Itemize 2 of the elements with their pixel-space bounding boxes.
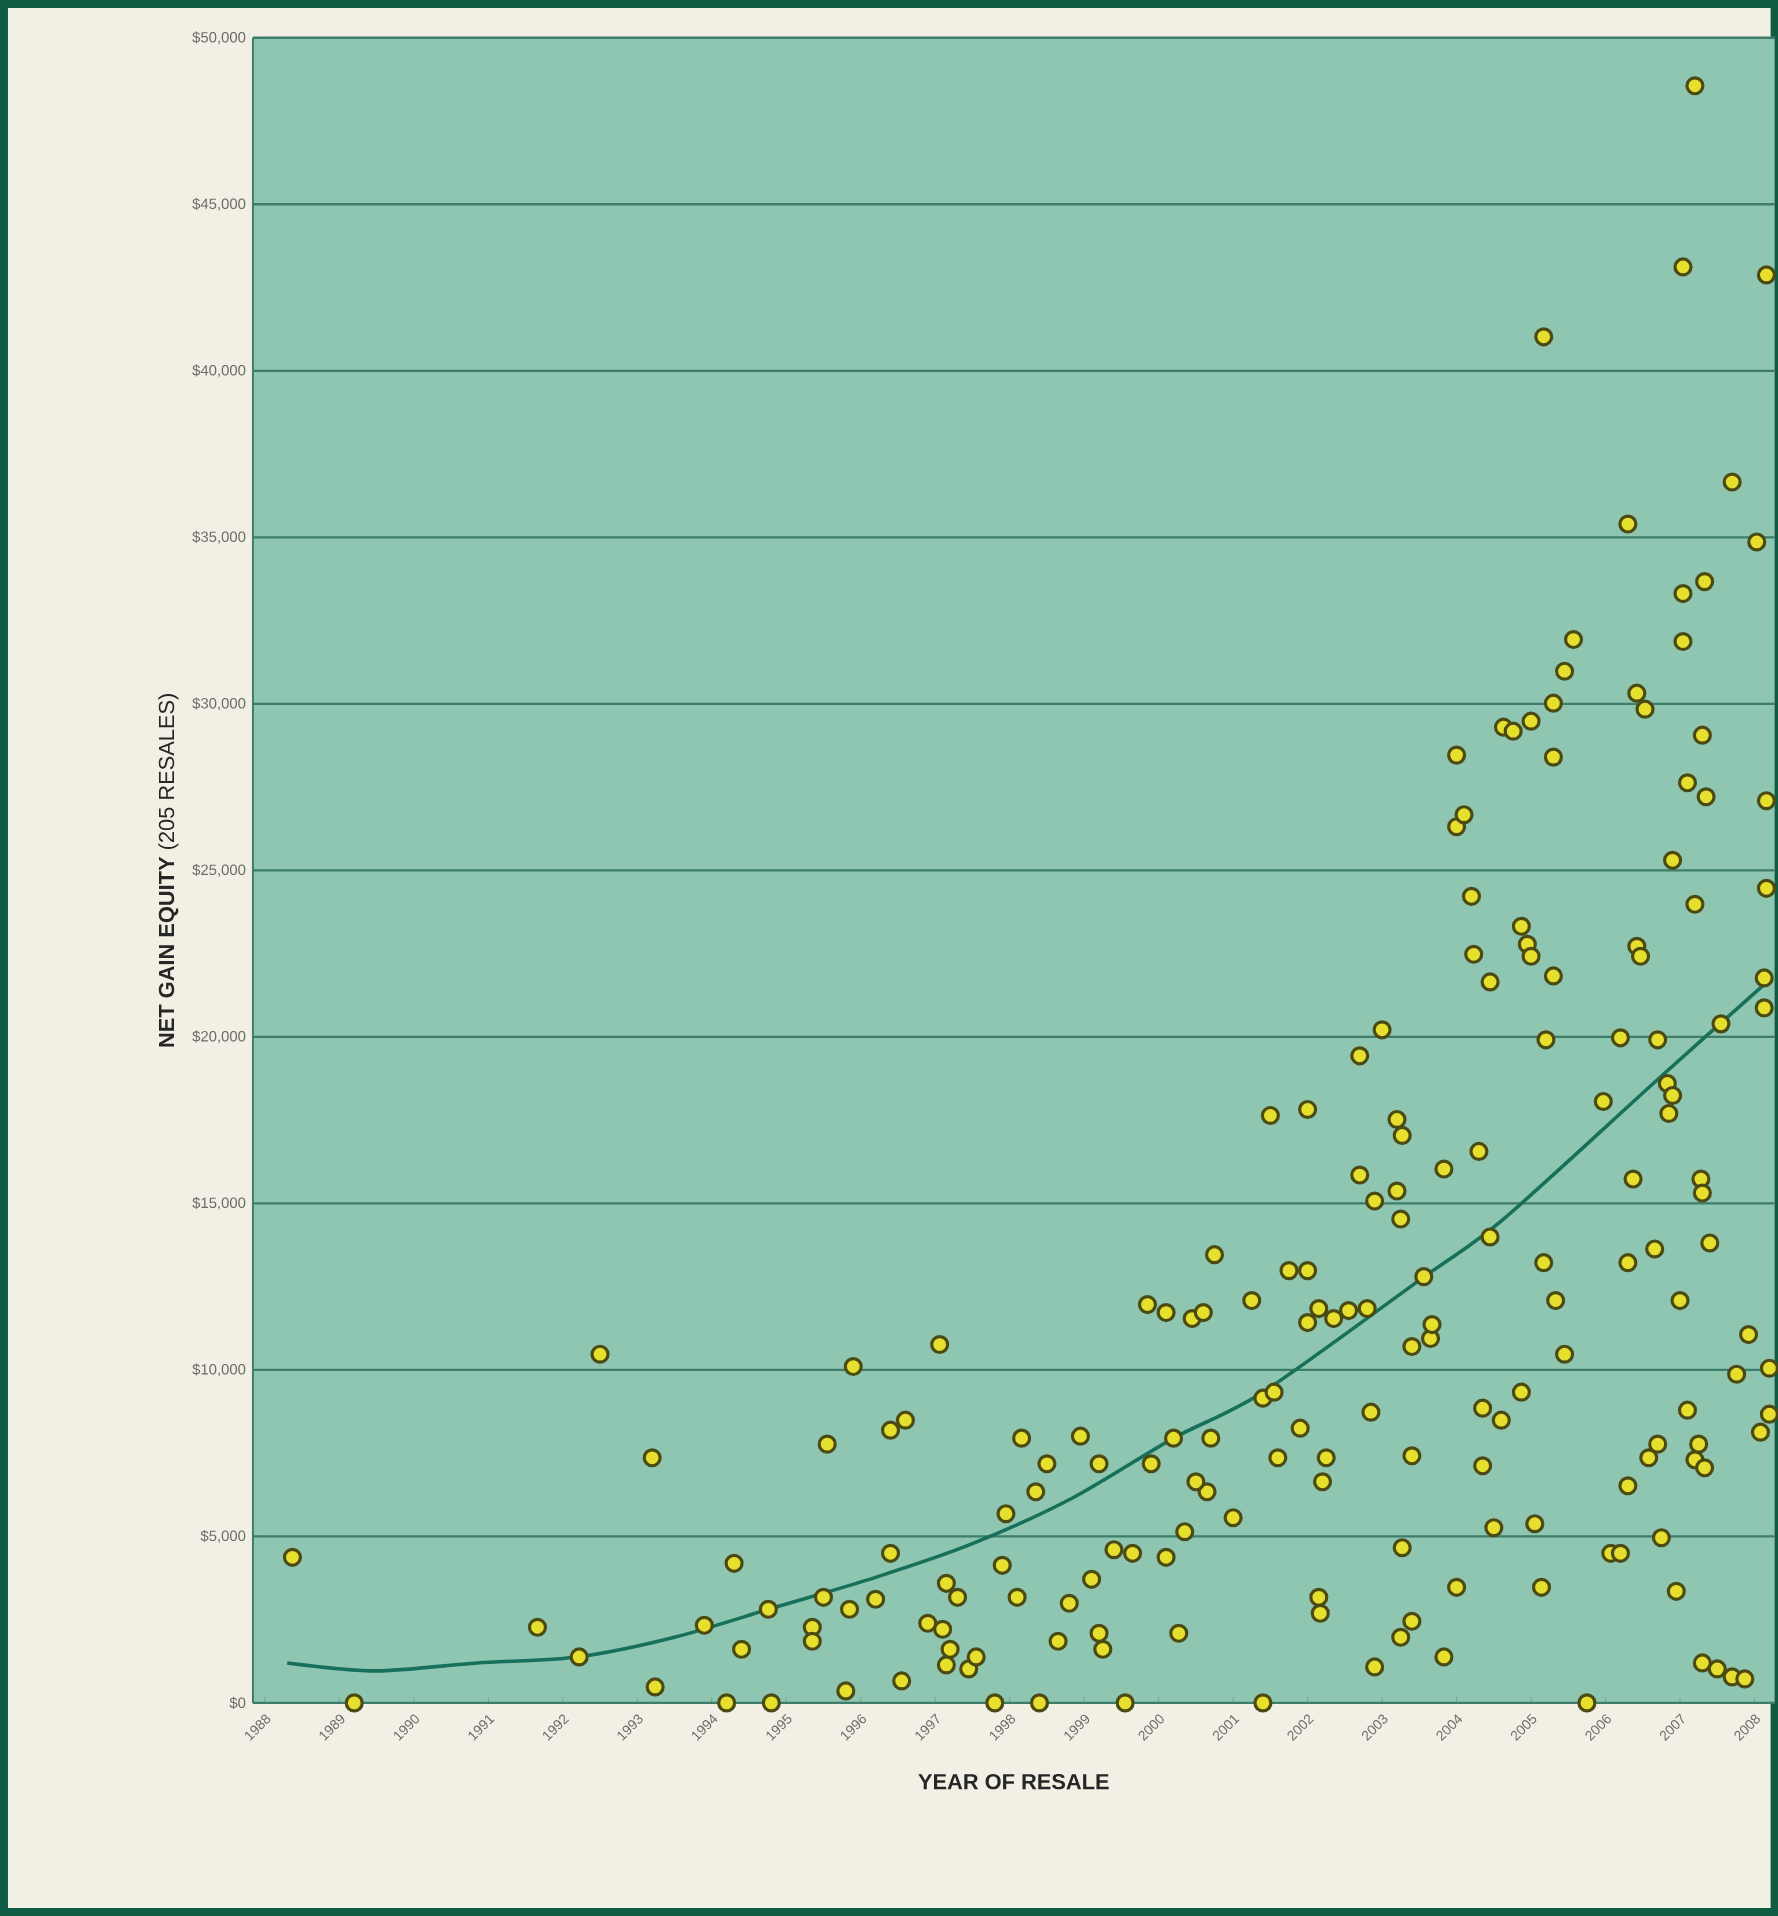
x-axis-title: YEAR OF RESALE bbox=[918, 1773, 1109, 1790]
y-axis-title: NET GAIN EQUITY (205 RESALES) bbox=[157, 694, 179, 1047]
